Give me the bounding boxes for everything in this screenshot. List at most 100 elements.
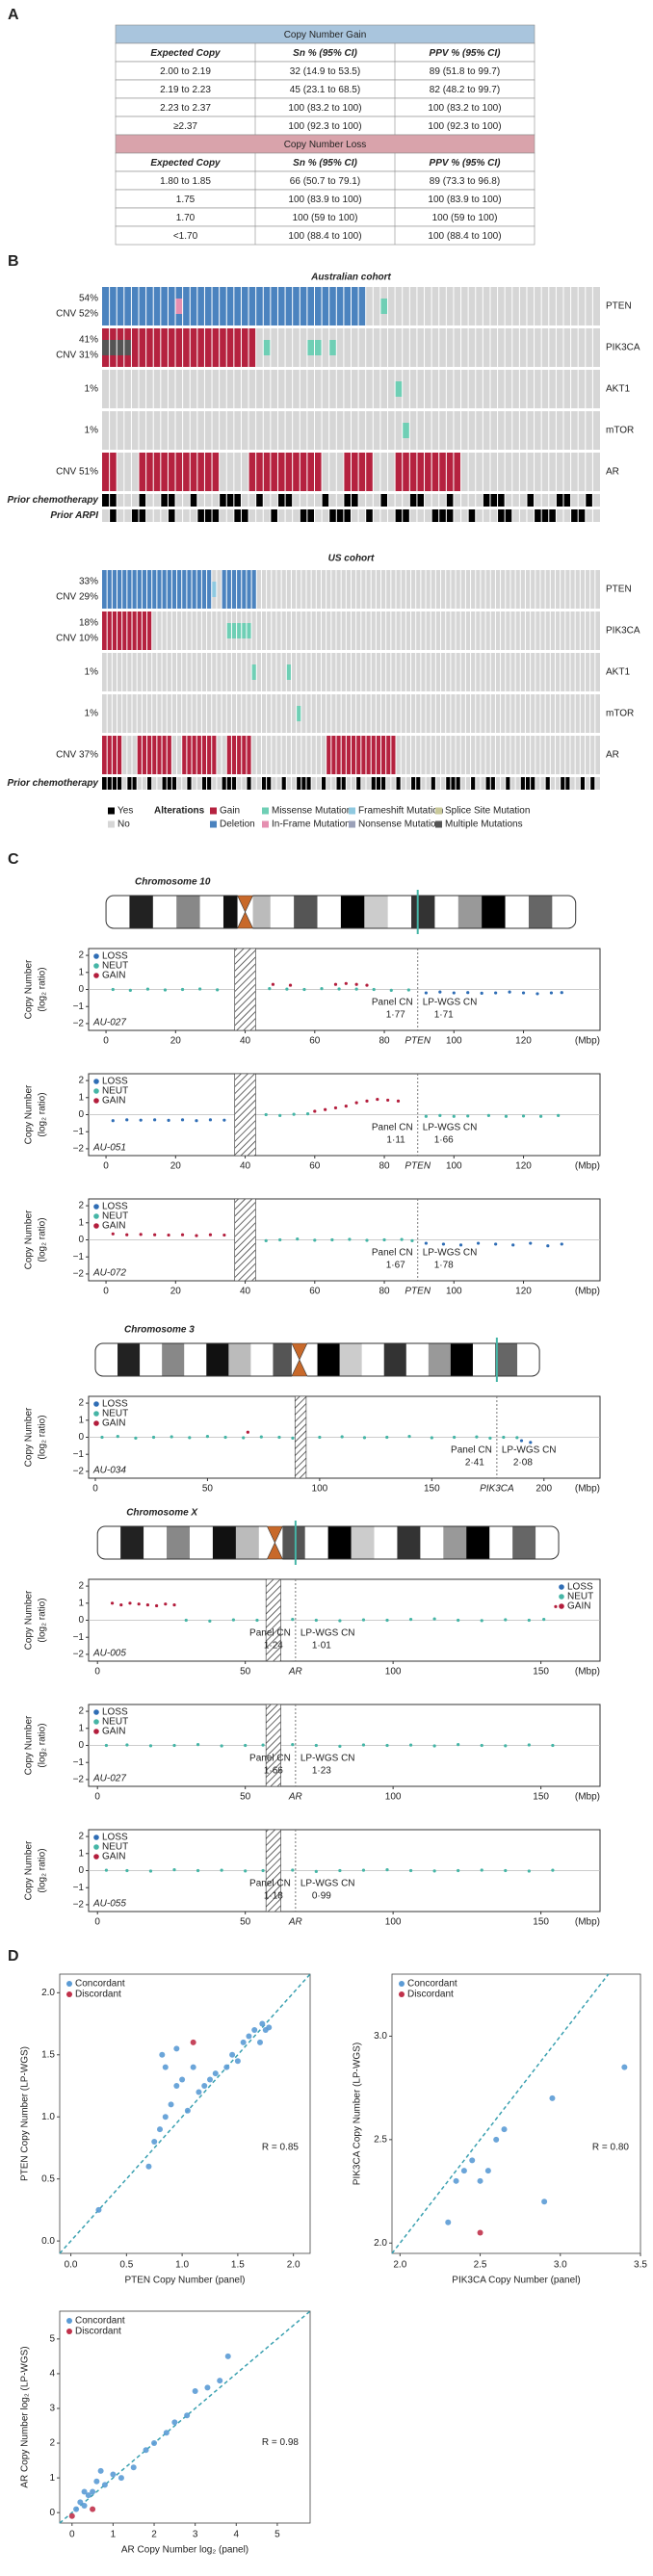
scatter-point (223, 2064, 230, 2070)
sample-label: AU-055 (92, 1899, 126, 1910)
annotation-label: Panel CN (372, 1248, 413, 1259)
legend-label: Discordant (75, 2327, 121, 2337)
table-column-header: Sn % (95% CI) (293, 158, 357, 169)
cn-point (110, 1601, 115, 1605)
table-cell: 89 (73.3 to 96.8) (430, 176, 500, 187)
x-tick-label: 5 (274, 2530, 280, 2540)
scatter-point (453, 2177, 459, 2184)
cn-point (494, 1242, 498, 1246)
chromosome-title: Chromosome X (126, 1508, 198, 1519)
cn-point (504, 1114, 509, 1118)
x-tick-label: 120 (515, 1036, 532, 1047)
scatter-point (95, 2206, 102, 2213)
annotation-label: LP-WGS CN (423, 1123, 478, 1133)
correlation-annotation: R = 0.80 (592, 2142, 630, 2152)
chromosome-band (472, 1343, 496, 1376)
legend-label: Nonsense Mutation (358, 820, 441, 830)
cn-point (385, 1868, 389, 1872)
cn-point (466, 991, 470, 995)
x-tick-label: 60 (309, 1161, 321, 1172)
cn-point (259, 1435, 263, 1439)
scatter-point (190, 2039, 196, 2045)
chromosome-band (428, 1343, 452, 1376)
alteration (545, 777, 551, 790)
alteration (431, 509, 454, 522)
y-tick-label: 0 (78, 1865, 84, 1876)
sample-label: AU-027 (92, 1774, 126, 1784)
gene-label: PIK3CA (606, 343, 640, 353)
chromosome-band (466, 1526, 490, 1559)
alteration (470, 777, 476, 790)
legend-label: GAIN (567, 1601, 590, 1612)
x-tick-label: 3.5 (634, 2260, 647, 2271)
cn-point (551, 1868, 555, 1872)
scatter-point (192, 2387, 198, 2394)
frequency-label: CNV 37% (56, 750, 98, 761)
y-tick-label: −2 (73, 1019, 85, 1029)
scatter-point (493, 2136, 500, 2143)
cn-point (396, 1099, 401, 1103)
cn-point (220, 1868, 223, 1872)
cn-point (424, 1114, 428, 1118)
gene-label: PTEN (405, 1036, 431, 1047)
x-tick-label: 0 (92, 1484, 98, 1495)
y-tick-label: −1 (73, 1632, 85, 1643)
chromosome-band (512, 1526, 536, 1559)
cn-point (382, 1237, 386, 1242)
y-tick-label: 5 (49, 2333, 55, 2344)
y-tick-label: 0 (78, 1109, 84, 1120)
y-axis-label: (log₂ ratio) (38, 1092, 48, 1136)
x-tick-label: 20 (170, 1161, 182, 1172)
cn-point (100, 1435, 104, 1440)
frequency-label: 1% (85, 384, 99, 395)
y-tick-label: 0 (49, 2508, 55, 2518)
alteration (328, 340, 337, 355)
x-tick-label: 3 (193, 2530, 198, 2540)
annotation-label: LP-WGS CN (300, 1628, 355, 1639)
cn-point (172, 1602, 176, 1607)
cn-point (104, 1868, 109, 1872)
scatter-point (151, 2139, 158, 2145)
cn-point (504, 1618, 508, 1622)
gene-label: PTEN (405, 1287, 431, 1297)
alteration (520, 777, 535, 790)
cn-point (196, 1868, 200, 1873)
chromosome-band (420, 1526, 444, 1559)
x-tick-label: 50 (240, 1917, 251, 1928)
chromosome-band (450, 1343, 474, 1376)
cn-point (557, 1113, 561, 1117)
y-tick-label: 0 (78, 1615, 84, 1626)
y-axis-label: PTEN Copy Number (LP-WGS) (20, 2046, 31, 2181)
cn-point (139, 1233, 143, 1236)
gene-label: mTOR (606, 709, 634, 719)
table-cell: 32 (14.9 to 53.5) (290, 66, 360, 77)
cn-point (296, 1237, 300, 1241)
x-axis-label: (Mbp) (575, 1036, 600, 1047)
scatter-point (97, 2467, 104, 2474)
y-axis-label: (log₂ ratio) (38, 1598, 48, 1642)
cn-point (291, 1743, 295, 1747)
alteration (505, 777, 510, 790)
legend-swatch (435, 820, 442, 828)
legend-label: Deletion (220, 820, 255, 830)
alteration (162, 777, 177, 790)
y-tick-label: 2 (49, 2438, 55, 2449)
x-tick-label: 2.0 (287, 2260, 300, 2271)
legend-label: GAIN (102, 1727, 125, 1737)
scatter-point (77, 2499, 84, 2506)
legend-label: LOSS (102, 1833, 128, 1843)
chromosome-outline (105, 895, 577, 929)
frequency-label: 33% (79, 577, 98, 587)
panel-label: A (8, 7, 19, 23)
cn-point (134, 1436, 138, 1440)
alteration (468, 509, 476, 522)
y-tick-label: 2 (78, 1832, 84, 1842)
cn-point (354, 987, 358, 991)
scatter-point (445, 2219, 452, 2225)
legend-marker (399, 1991, 405, 1997)
cn-point (163, 988, 168, 992)
annotation-value: 1·24 (264, 1640, 283, 1651)
alteration (379, 299, 388, 314)
cn-point (511, 1243, 515, 1247)
scatter-point (68, 2512, 75, 2519)
